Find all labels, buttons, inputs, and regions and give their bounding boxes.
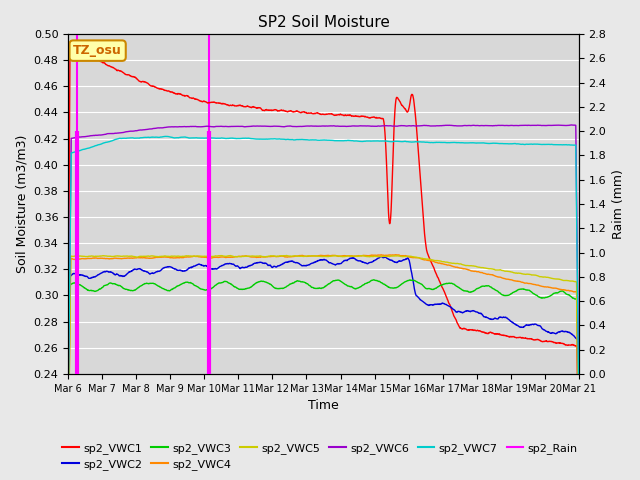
Y-axis label: Raim (mm): Raim (mm): [612, 169, 625, 239]
Y-axis label: Soil Moisture (m3/m3): Soil Moisture (m3/m3): [15, 135, 28, 273]
Text: TZ_osu: TZ_osu: [73, 44, 122, 57]
Legend: sp2_VWC1, sp2_VWC2, sp2_VWC3, sp2_VWC4, sp2_VWC5, sp2_VWC6, sp2_VWC7, sp2_Rain: sp2_VWC1, sp2_VWC2, sp2_VWC3, sp2_VWC4, …: [58, 438, 582, 474]
Title: SP2 Soil Moisture: SP2 Soil Moisture: [257, 15, 389, 30]
X-axis label: Time: Time: [308, 399, 339, 412]
